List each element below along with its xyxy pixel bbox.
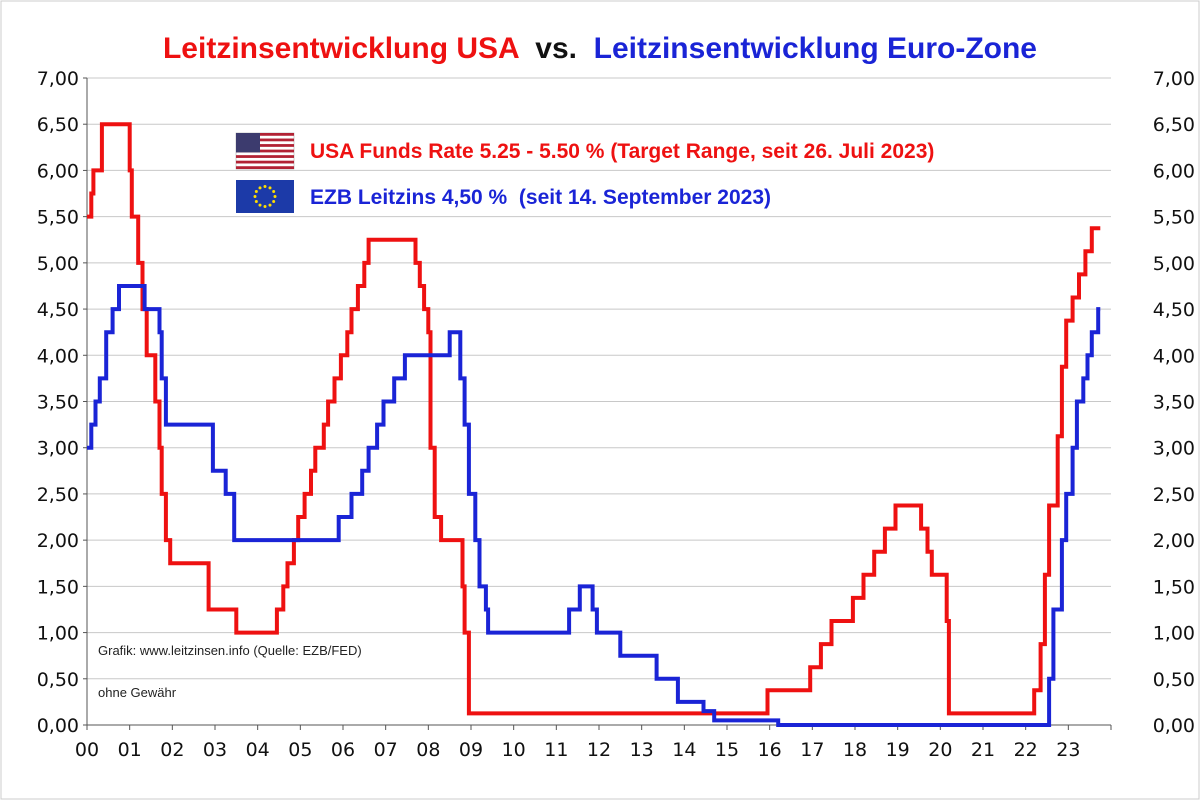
x-tick-label: 00 bbox=[75, 739, 99, 761]
x-tick-label: 17 bbox=[800, 739, 824, 761]
x-tick-label: 11 bbox=[544, 739, 568, 761]
y-tick-label-right: 5,50 bbox=[1153, 207, 1195, 229]
y-tick-label-left: 4,00 bbox=[37, 345, 79, 367]
x-tick-label: 02 bbox=[160, 739, 184, 761]
y-tick-label-right: 2,00 bbox=[1153, 530, 1195, 552]
title-part-usa: Leitzinsentwicklung USA bbox=[163, 32, 519, 65]
eu-star bbox=[263, 185, 267, 188]
y-tick-label-right: 4,50 bbox=[1153, 299, 1195, 321]
x-tick-label: 06 bbox=[331, 739, 355, 761]
x-tick-label: 16 bbox=[758, 739, 782, 761]
y-tick-label-left: 4,50 bbox=[37, 299, 79, 321]
y-tick-label-left: 1,00 bbox=[37, 623, 79, 645]
y-tick-label-right: 0,50 bbox=[1153, 669, 1195, 691]
eu-star bbox=[272, 190, 276, 193]
y-tick-label-left: 6,50 bbox=[37, 114, 79, 136]
eu-star bbox=[268, 186, 272, 190]
disclaimer-note: ohne Gewähr bbox=[98, 685, 177, 700]
x-tick-label: 21 bbox=[971, 739, 995, 761]
chart-title: Leitzinsentwicklung USA vs. Leitzinsentw… bbox=[163, 32, 1037, 65]
legend: USA Funds Rate 5.25 - 5.50 % (Target Ran… bbox=[235, 132, 934, 213]
y-tick-label-left: 2,50 bbox=[37, 484, 79, 506]
series-line-ezb bbox=[87, 284, 1101, 727]
x-tick-label: 22 bbox=[1014, 739, 1038, 761]
eu-star bbox=[258, 186, 262, 190]
source-note: Grafik: www.leitzinsen.info (Quelle: EZB… bbox=[98, 643, 362, 658]
x-tick-label: 18 bbox=[843, 739, 867, 761]
eu-flag-icon bbox=[236, 180, 294, 213]
y-tick-label-right: 3,50 bbox=[1153, 392, 1195, 414]
legend-label-usa: USA Funds Rate 5.25 - 5.50 % (Target Ran… bbox=[310, 140, 934, 163]
y-tick-label-left: 6,00 bbox=[37, 160, 79, 182]
y-tick-label-right: 5,00 bbox=[1153, 253, 1195, 275]
eu-star bbox=[268, 203, 272, 207]
y-tick-label-right: 1,50 bbox=[1153, 576, 1195, 598]
eu-star bbox=[253, 195, 257, 198]
y-tick-label-left: 5,50 bbox=[37, 207, 79, 229]
eu-star bbox=[254, 200, 258, 203]
y-tick-label-right: 0,00 bbox=[1153, 715, 1195, 737]
y-tick-label-right: 7,00 bbox=[1153, 68, 1195, 90]
series-lines bbox=[87, 122, 1101, 727]
x-tick-label: 09 bbox=[459, 739, 483, 761]
x-tick-label: 08 bbox=[416, 739, 440, 761]
eu-star bbox=[263, 205, 267, 208]
y-tick-label-right: 3,00 bbox=[1153, 438, 1195, 460]
y-tick-label-left: 0,00 bbox=[37, 715, 79, 737]
title-part-vs: vs. bbox=[527, 32, 585, 65]
legend-label-ezb: EZB Leitzins 4,50 % (seit 14. September … bbox=[310, 186, 771, 209]
x-axis: 00 01 02 03 04 05 06 07 08 09 10 11 12 13 14 15 16 17 18 19… bbox=[75, 739, 1081, 761]
x-tick-label: 12 bbox=[587, 739, 611, 761]
y-tick-label-right: 6,00 bbox=[1153, 160, 1195, 182]
y-tick-label-right: 4,00 bbox=[1153, 345, 1195, 367]
y-tick-label-left: 5,00 bbox=[37, 253, 79, 275]
x-tick-label: 23 bbox=[1056, 739, 1080, 761]
x-tick-label: 14 bbox=[672, 739, 696, 761]
x-tick-label: 10 bbox=[502, 739, 526, 761]
y-tick-label-right: 2,50 bbox=[1153, 484, 1195, 506]
y-tick-label-left: 1,50 bbox=[37, 576, 79, 598]
x-tick-label: 04 bbox=[246, 739, 270, 761]
x-tick-label: 13 bbox=[630, 739, 654, 761]
y-tick-label-left: 2,00 bbox=[37, 530, 79, 552]
eu-star bbox=[273, 195, 277, 198]
x-tick-label: 20 bbox=[928, 739, 952, 761]
series-line-usa bbox=[87, 122, 1101, 716]
x-tick-label: 01 bbox=[118, 739, 142, 761]
y-tick-label-left: 0,50 bbox=[37, 669, 79, 691]
x-tick-label: 19 bbox=[886, 739, 910, 761]
y-tick-label-right: 6,50 bbox=[1153, 114, 1195, 136]
eu-star bbox=[272, 200, 276, 203]
y-tick-label-left: 7,00 bbox=[37, 68, 79, 90]
eu-star bbox=[258, 203, 262, 207]
x-tick-label: 05 bbox=[288, 739, 312, 761]
title-part-euro: Leitzinsentwicklung Euro-Zone bbox=[594, 32, 1037, 65]
y-axis-right: 0,00 0,50 1,00 1,50 2,00 2,50 3,00 3,50 4,00 4,50… bbox=[1153, 68, 1195, 737]
y-axis-left: 0,00 0,50 1,00 1,50 2,00 2,50 3,00 3,50 4,00 4,50… bbox=[37, 68, 79, 737]
x-tick-label: 15 bbox=[715, 739, 739, 761]
eu-star bbox=[254, 190, 258, 193]
y-tick-label-right: 1,00 bbox=[1153, 623, 1195, 645]
x-tick-label: 03 bbox=[203, 739, 227, 761]
y-tick-label-left: 3,00 bbox=[37, 438, 79, 460]
x-tick-label: 07 bbox=[374, 739, 398, 761]
us-flag-icon bbox=[235, 132, 295, 170]
y-tick-label-left: 3,50 bbox=[37, 392, 79, 414]
